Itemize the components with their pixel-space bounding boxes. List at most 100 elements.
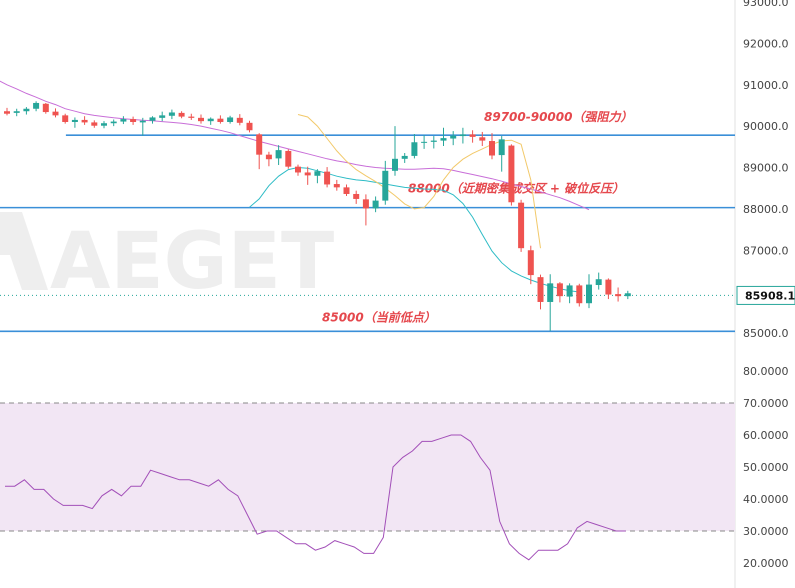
candle-body (236, 117, 243, 123)
candle (401, 153, 408, 163)
level-label: 88000（近期密集成交区 + 破位反压） (408, 182, 624, 196)
candle-body (227, 117, 234, 122)
indicator-band (0, 403, 735, 531)
candle-body (595, 279, 602, 286)
candle (256, 133, 263, 170)
candle (605, 278, 612, 300)
candle-body (4, 111, 10, 114)
candle-body (508, 145, 515, 203)
svg-text:AEGET: AEGET (50, 217, 334, 307)
candle-body (120, 119, 127, 122)
candle (275, 145, 282, 166)
current-price-box (736, 285, 795, 305)
candle-body (440, 138, 447, 141)
candle (52, 108, 59, 118)
price-tick-label: 80.0000 (743, 365, 789, 378)
watermark-logo: AEGET (0, 212, 334, 307)
candle-body (586, 284, 592, 304)
candle (440, 127, 447, 146)
candle-body (207, 118, 214, 122)
indicator-tick-label: 20.0000 (743, 557, 789, 570)
candle (198, 114, 204, 124)
candle-body (392, 158, 398, 171)
candle-body (295, 166, 301, 173)
candle (62, 113, 69, 124)
indicator-tick-label: 50.0000 (743, 461, 789, 474)
candle-body (33, 102, 40, 109)
candle (120, 116, 127, 125)
candle-body (217, 118, 224, 122)
candle (430, 136, 437, 149)
candle-body (537, 277, 544, 302)
candle-body (275, 150, 282, 159)
candle (227, 115, 234, 124)
candle (217, 115, 224, 124)
candle (4, 107, 10, 116)
candle (537, 274, 544, 310)
indicator-line (5, 434, 626, 561)
ma-fast-line (249, 166, 580, 293)
candle-body (62, 115, 69, 122)
level-label: 89700-90000（强阻力） (484, 110, 632, 124)
candle-body (479, 137, 486, 141)
candle-body (149, 117, 156, 121)
price-tick-label: 93000.0 (743, 0, 789, 9)
candles (4, 101, 631, 331)
candle-body (168, 112, 175, 116)
candle-body (372, 200, 379, 209)
candle (518, 199, 525, 252)
candle-body (130, 119, 137, 122)
candle (13, 108, 20, 117)
level-lines: 89700-90000（强阻力） 88000（近期密集成交区 + 破位反压） 850… (0, 110, 735, 333)
candle-body (459, 134, 466, 137)
candle (508, 144, 515, 206)
level-label: 85000（当前低点） (322, 310, 436, 324)
candle-body (411, 142, 418, 156)
candle (23, 107, 30, 115)
price-tick-label: 85000.0 (743, 327, 789, 340)
indicator-tick-label: 30.0000 (743, 525, 789, 538)
candle-body (256, 134, 263, 155)
candle-body (421, 141, 428, 143)
price-tick-label: 88000.0 (743, 203, 789, 216)
candle (489, 133, 495, 160)
current-price-label: 85908.1 (745, 289, 795, 302)
candle (81, 116, 88, 125)
price-tick-label: 92000.0 (743, 37, 789, 50)
indicator-tick-label: 40.0000 (743, 493, 789, 506)
candle-body (314, 171, 321, 176)
candle-body (198, 117, 204, 122)
candle-body (576, 285, 583, 304)
candle-body (188, 116, 195, 118)
candle (71, 117, 78, 128)
candle-body (518, 202, 525, 249)
indicator-tick-label: 70.0000 (743, 397, 789, 410)
price-axis: 20.0000 30.0000 40.0000 50.0000 60.0000 70.00… (736, 0, 795, 570)
candle-body (13, 111, 20, 113)
candle (421, 135, 428, 149)
candle (547, 274, 554, 331)
candle-body (469, 134, 476, 137)
candle-body (304, 172, 311, 176)
candle (168, 109, 175, 120)
indicator-pane (0, 402, 735, 561)
candle-body (285, 150, 292, 167)
candle (333, 179, 340, 191)
candle-body (91, 122, 98, 126)
candle-body (178, 112, 185, 117)
candle (392, 126, 398, 176)
candle-body (139, 120, 146, 123)
candle-body (23, 108, 30, 112)
candle-body (430, 140, 437, 142)
candle-body (101, 123, 107, 126)
candle (382, 160, 389, 205)
candle-body (527, 250, 534, 276)
candle (556, 282, 563, 303)
candle (479, 131, 486, 146)
price-tick-label: 90000.0 (743, 120, 789, 133)
candle-body (566, 285, 573, 297)
candle (139, 117, 146, 136)
price-tick-label: 91000.0 (743, 79, 789, 92)
